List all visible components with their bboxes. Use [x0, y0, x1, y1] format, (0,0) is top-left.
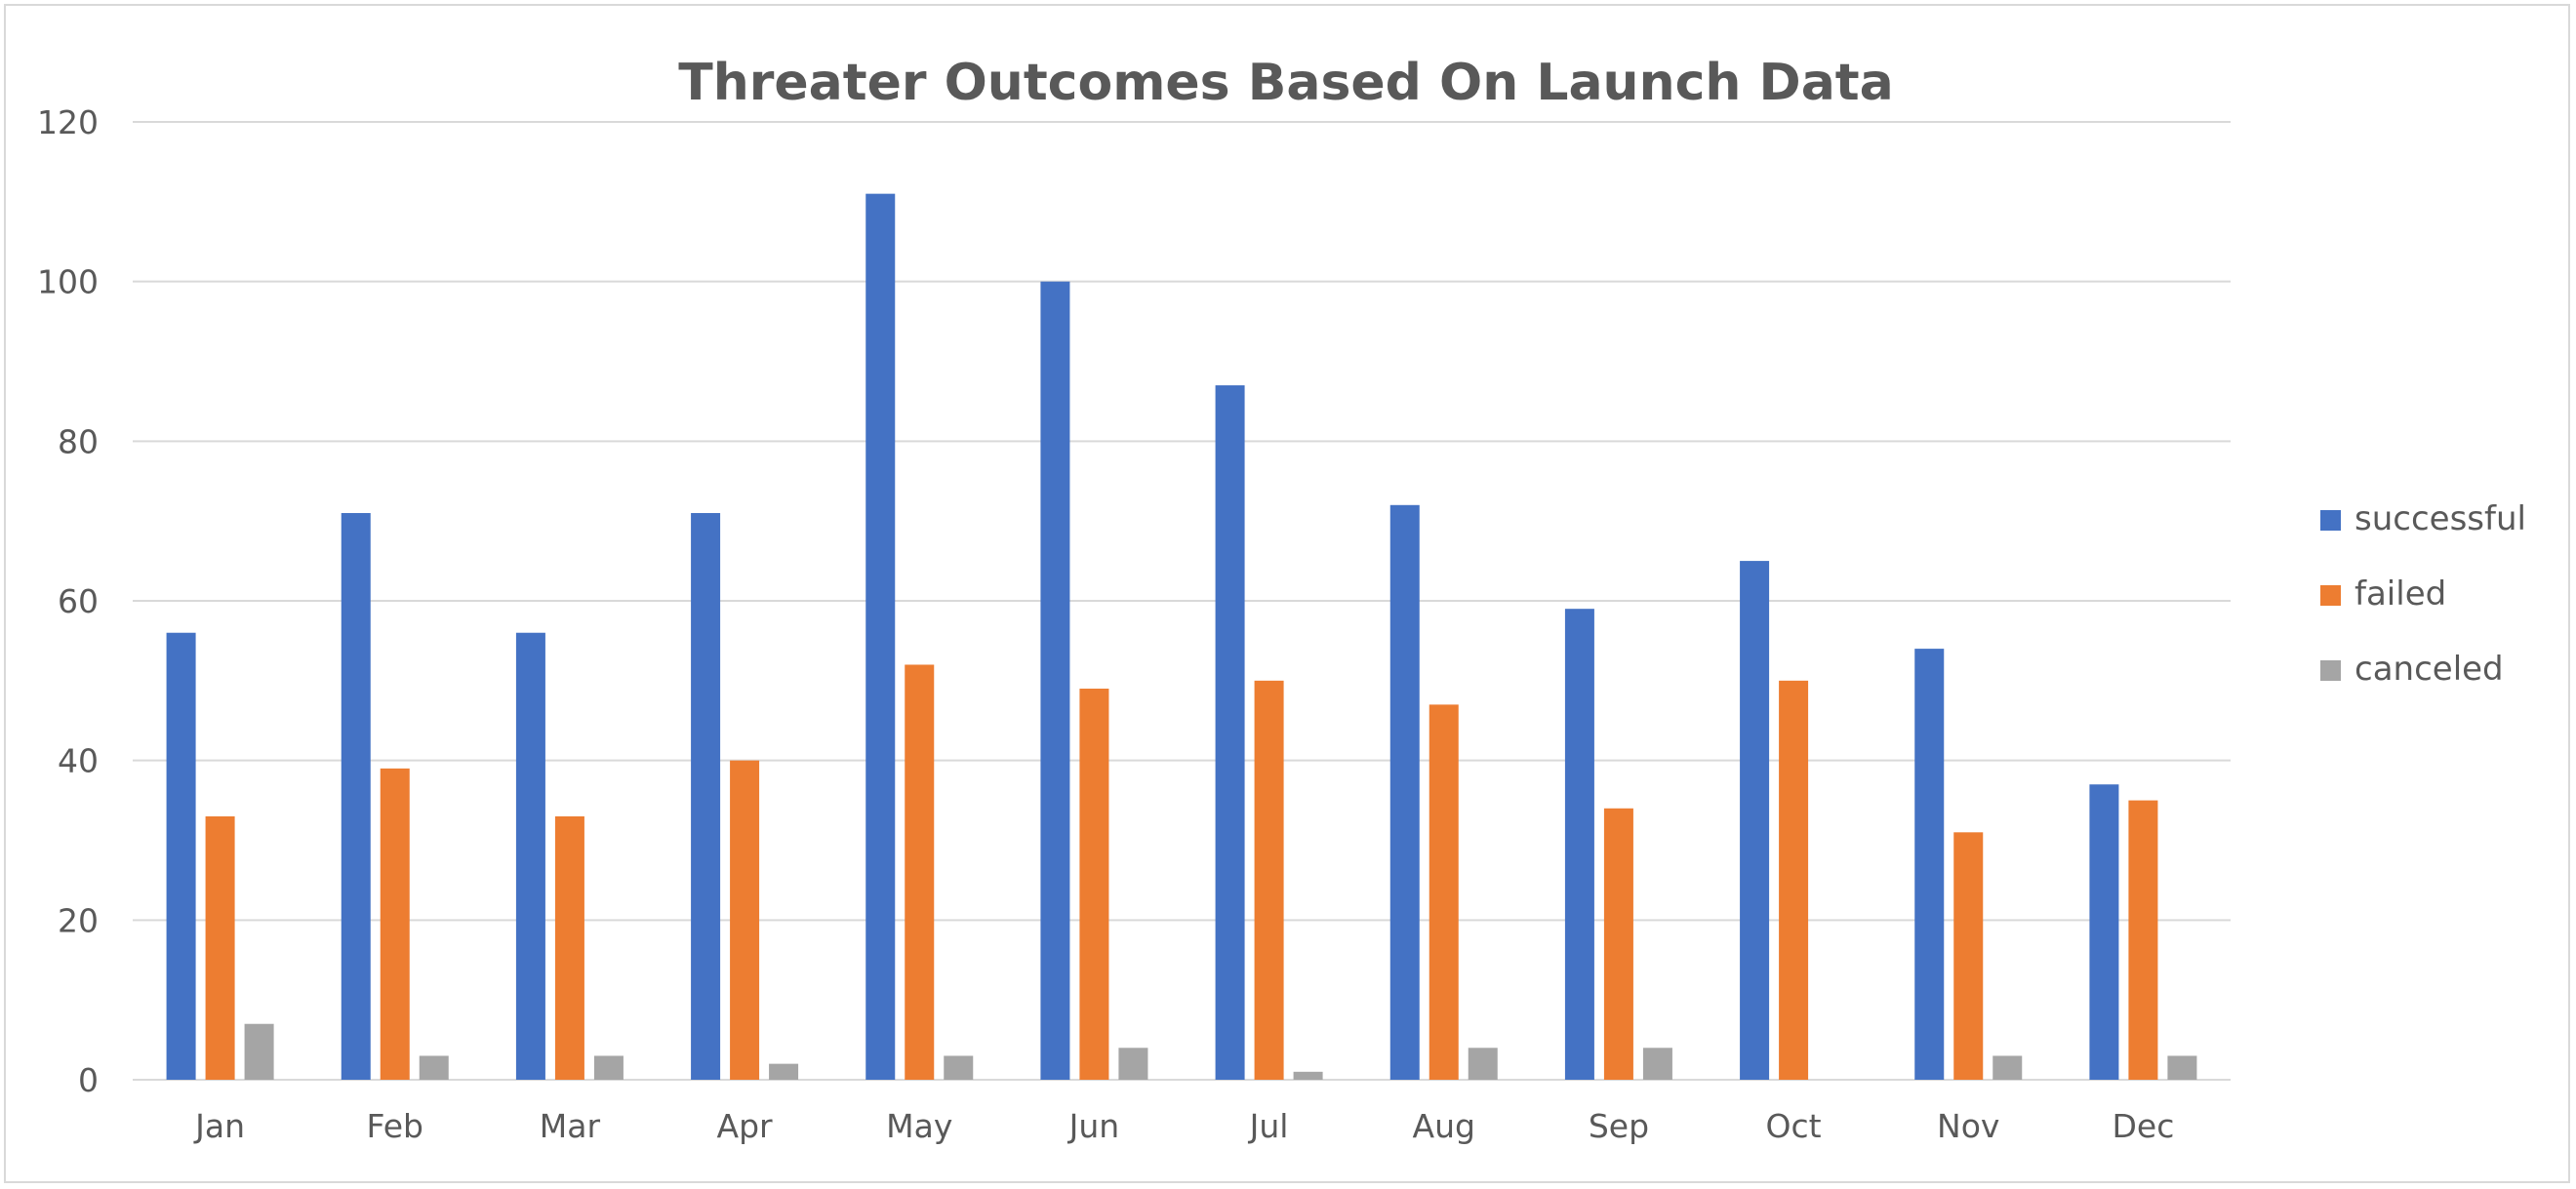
y-tick-label: 80 [58, 422, 99, 460]
bar-failed-may [905, 664, 935, 1080]
bar-successful-dec [2089, 784, 2119, 1080]
x-tick-label: May [886, 1107, 952, 1145]
x-axis-ticks: Jan Feb Mar Apr May Jun Jul Aug Sep Oct Nov Dec [193, 1107, 2174, 1145]
x-tick-label: Jan [193, 1107, 245, 1145]
bar-canceled-sep [1642, 1048, 1672, 1080]
bar-failed-aug [1429, 704, 1459, 1080]
bar-failed-jan [205, 815, 235, 1080]
bar-canceled-jan [244, 1023, 274, 1080]
bar-failed-mar [554, 815, 584, 1080]
bar-successful-oct [1740, 561, 1770, 1080]
bar-successful-jun [1040, 281, 1070, 1081]
legend-label-successful: successful [2355, 499, 2526, 538]
chart-frame: Threater Outcomes Based On Launch Data 0… [4, 4, 2570, 1183]
bar-canceled-may [944, 1055, 974, 1080]
x-tick-label: Jul [1248, 1107, 1289, 1145]
bar-successful-apr [691, 512, 721, 1080]
x-tick-label: Sep [1589, 1107, 1649, 1145]
legend-swatch-failed [2320, 585, 2341, 606]
bar-successful-aug [1389, 504, 1420, 1080]
y-tick-label: 20 [58, 901, 99, 939]
bar-canceled-dec [2167, 1055, 2197, 1080]
legend: successful failed canceled [2320, 499, 2526, 689]
chart-canvas: Threater Outcomes Based On Launch Data 0… [37, 54, 2526, 1145]
bar-failed-sep [1603, 808, 1633, 1080]
bar-successful-jul [1215, 385, 1245, 1080]
x-tick-label: Oct [1766, 1107, 1822, 1145]
bar-canceled-aug [1468, 1048, 1498, 1080]
chart-title: Threater Outcomes Based On Launch Data [678, 54, 1894, 112]
bar-failed-feb [380, 768, 410, 1080]
gridlines [133, 121, 2231, 1081]
bar-failed-oct [1779, 680, 1809, 1080]
legend-label-canceled: canceled [2355, 650, 2504, 689]
x-tick-label: Nov [1937, 1107, 1999, 1145]
bar-canceled-jun [1118, 1048, 1148, 1080]
y-tick-label: 40 [58, 742, 99, 780]
bar-successful-jan [166, 632, 196, 1080]
bar-failed-nov [1953, 832, 1984, 1080]
legend-label-failed: failed [2355, 575, 2446, 614]
bar-canceled-apr [769, 1063, 799, 1080]
x-tick-label: Aug [1413, 1107, 1475, 1145]
y-tick-label: 0 [78, 1061, 99, 1099]
bar-successful-feb [341, 512, 371, 1080]
bar-successful-mar [515, 632, 545, 1080]
bar-failed-apr [730, 760, 760, 1080]
x-tick-label: Apr [717, 1107, 774, 1145]
bars [166, 193, 2197, 1081]
bar-successful-may [865, 193, 896, 1080]
bar-successful-nov [1914, 649, 1945, 1080]
y-axis-ticks: 0 20 40 60 80 100 120 [37, 103, 99, 1099]
x-tick-label: Mar [540, 1107, 601, 1145]
legend-swatch-successful [2320, 510, 2341, 531]
y-tick-label: 100 [37, 263, 99, 301]
bar-canceled-nov [1992, 1055, 2023, 1080]
bar-failed-jul [1254, 680, 1284, 1080]
bar-canceled-feb [419, 1055, 449, 1080]
legend-swatch-canceled [2320, 660, 2341, 681]
bar-canceled-mar [593, 1055, 624, 1080]
bar-canceled-jul [1293, 1071, 1323, 1080]
y-tick-label: 60 [58, 582, 99, 620]
x-tick-label: Jun [1067, 1107, 1120, 1145]
bar-failed-dec [2128, 800, 2158, 1080]
x-tick-label: Feb [367, 1107, 423, 1145]
bar-failed-jun [1079, 689, 1109, 1080]
y-tick-label: 120 [37, 103, 99, 141]
x-tick-label: Dec [2112, 1107, 2174, 1145]
bar-successful-sep [1564, 609, 1594, 1080]
